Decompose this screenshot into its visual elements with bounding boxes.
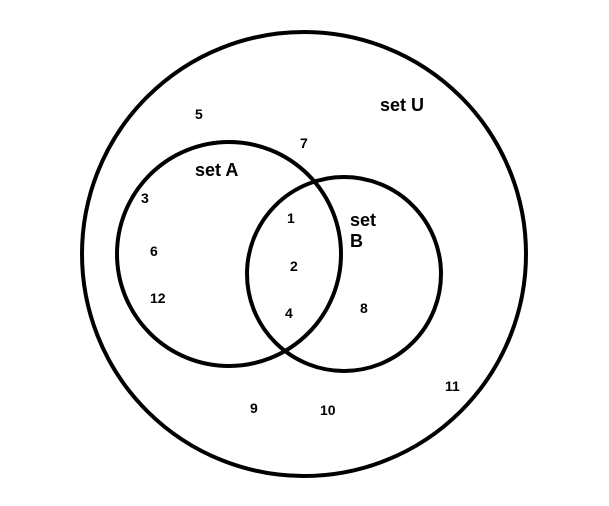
venn-element-4: 4: [285, 305, 293, 321]
venn-diagram: set U set A set B 579101136128124: [0, 0, 609, 506]
label-set-a: set A: [195, 160, 238, 181]
label-set-b: set B: [350, 210, 376, 252]
venn-element-9: 9: [250, 400, 258, 416]
circle-set-b: [245, 175, 443, 373]
venn-element-1: 1: [287, 210, 295, 226]
venn-element-12: 12: [150, 290, 166, 306]
venn-element-8: 8: [360, 300, 368, 316]
venn-element-2: 2: [290, 258, 298, 274]
venn-element-6: 6: [150, 243, 158, 259]
venn-element-10: 10: [320, 402, 336, 418]
label-set-u: set U: [380, 95, 424, 116]
venn-element-11: 11: [445, 378, 460, 394]
venn-element-7: 7: [300, 135, 308, 151]
venn-element-3: 3: [141, 190, 149, 206]
venn-element-5: 5: [195, 106, 203, 122]
